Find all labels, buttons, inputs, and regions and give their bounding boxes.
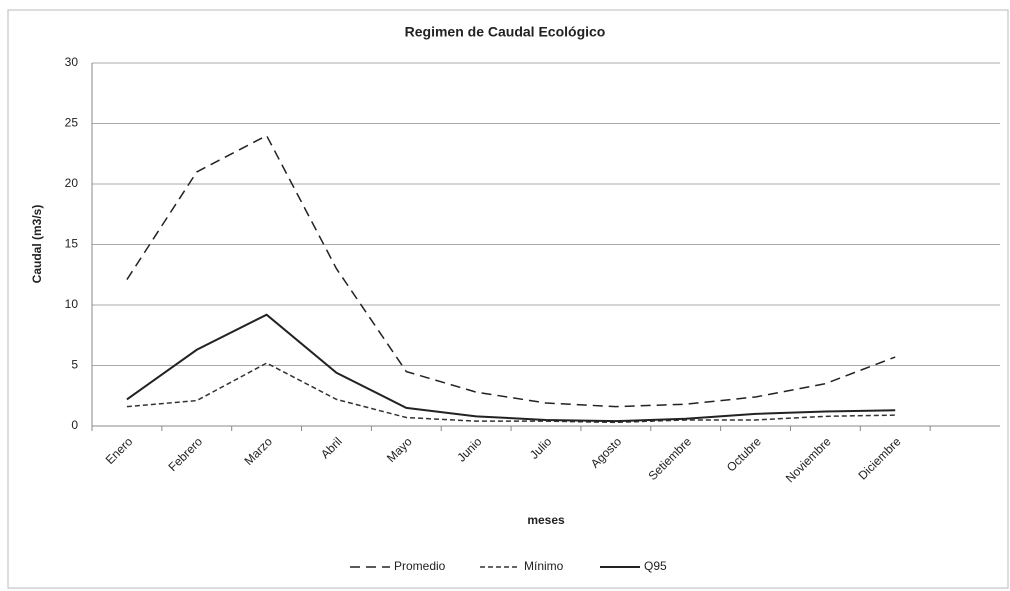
x-tick-label: Abril bbox=[318, 434, 345, 461]
y-tick-label: 15 bbox=[65, 237, 79, 251]
series-line bbox=[126, 134, 896, 408]
x-tick-label: Setiembre bbox=[645, 434, 694, 483]
y-tick-label: 10 bbox=[65, 297, 79, 311]
y-tick-label: 5 bbox=[71, 358, 78, 372]
y-tick-label: 30 bbox=[65, 55, 79, 69]
x-tick-label: Octubre bbox=[724, 434, 764, 474]
legend-label: Mínimo bbox=[524, 559, 564, 573]
x-tick-label: Mayo bbox=[384, 434, 415, 465]
y-tick-label: 20 bbox=[65, 176, 79, 190]
x-tick-label: Junio bbox=[454, 434, 484, 464]
x-tick-label: Noviembre bbox=[783, 434, 834, 485]
x-tick-label: Diciembre bbox=[856, 434, 904, 482]
legend-label: Q95 bbox=[644, 559, 667, 573]
x-tick-label: Marzo bbox=[242, 434, 276, 468]
legend-label: Promedio bbox=[394, 559, 446, 573]
series-line bbox=[126, 362, 896, 424]
chart-frame bbox=[7, 9, 1009, 589]
x-tick-label: Febrero bbox=[166, 434, 206, 474]
series-line bbox=[126, 313, 896, 423]
x-tick-label: Enero bbox=[103, 434, 136, 467]
y-axis-title: Caudal (m3/s) bbox=[30, 205, 44, 284]
x-axis-title: meses bbox=[527, 513, 565, 527]
chart-title: Regimen de Caudal Ecológico bbox=[405, 24, 606, 40]
y-tick-label: 25 bbox=[65, 116, 79, 130]
x-tick-label: Agosto bbox=[588, 434, 625, 471]
x-tick-label: Julio bbox=[527, 434, 555, 462]
y-tick-label: 0 bbox=[71, 418, 78, 432]
